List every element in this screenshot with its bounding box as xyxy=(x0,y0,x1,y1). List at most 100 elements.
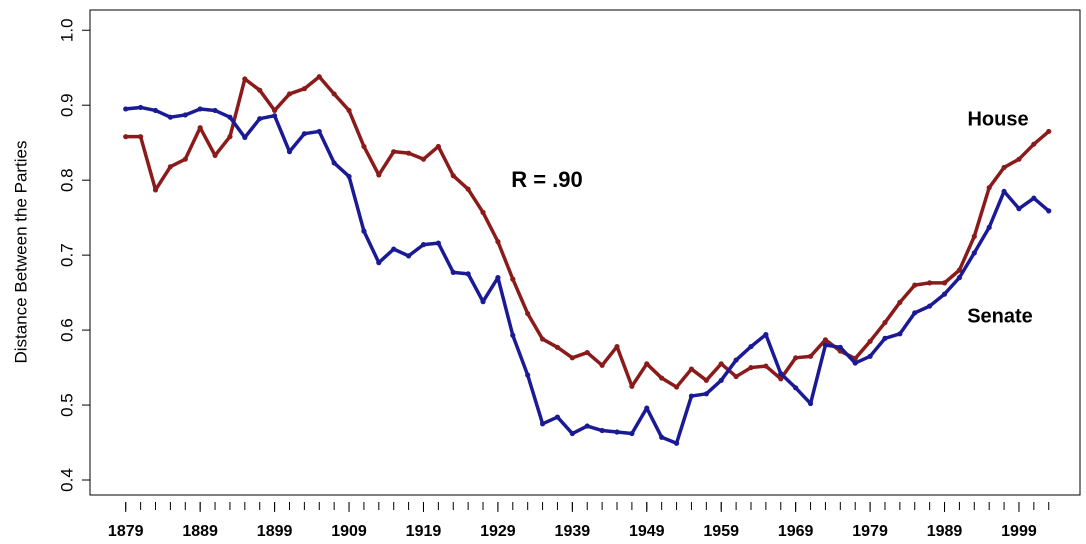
point xyxy=(882,335,888,341)
x-tick-label: 1939 xyxy=(555,523,591,540)
point xyxy=(435,240,441,246)
point xyxy=(748,364,754,371)
point xyxy=(391,149,397,155)
point xyxy=(272,107,278,114)
point xyxy=(391,246,397,252)
point xyxy=(138,104,144,111)
point xyxy=(569,430,575,437)
x-tick-label: 1929 xyxy=(480,523,516,540)
point xyxy=(793,355,799,361)
point xyxy=(331,160,337,166)
point xyxy=(1001,188,1007,195)
annotation: R = .90 xyxy=(511,167,583,192)
series-label: Senate xyxy=(967,305,1033,327)
point xyxy=(450,173,456,179)
point xyxy=(793,385,799,391)
point xyxy=(197,125,203,131)
point xyxy=(644,405,650,411)
point xyxy=(659,375,665,381)
point xyxy=(703,377,709,383)
point xyxy=(525,310,531,317)
point xyxy=(465,186,471,192)
point xyxy=(971,233,977,239)
point xyxy=(123,134,129,140)
point xyxy=(420,156,427,162)
point xyxy=(480,209,486,215)
plot-frame xyxy=(89,9,1081,496)
point xyxy=(331,91,337,97)
point xyxy=(763,331,769,338)
point xyxy=(138,134,144,140)
point xyxy=(539,421,546,427)
point xyxy=(1046,208,1052,214)
point xyxy=(927,280,933,286)
point xyxy=(986,185,992,191)
point xyxy=(465,271,471,277)
y-axis-label: Distance Between the Parties xyxy=(11,140,30,363)
y-tick-label: 0.9 xyxy=(57,93,76,117)
point xyxy=(599,362,605,368)
point xyxy=(897,299,903,305)
point xyxy=(316,74,322,80)
x-tick-label: 1879 xyxy=(108,523,144,540)
point xyxy=(510,276,516,282)
point xyxy=(525,372,531,378)
point xyxy=(822,337,829,343)
y-tick-label: 0.7 xyxy=(57,243,76,267)
point xyxy=(748,343,754,350)
point xyxy=(539,336,546,342)
y-tick-label: 0.5 xyxy=(57,393,76,417)
x-tick-label: 1989 xyxy=(927,523,963,540)
point xyxy=(316,128,322,135)
point xyxy=(227,114,233,120)
x-tick-label: 1899 xyxy=(257,523,293,540)
point xyxy=(286,91,293,97)
x-tick-label: 1969 xyxy=(778,523,814,540)
point xyxy=(167,114,173,120)
point xyxy=(882,319,888,326)
point xyxy=(956,267,963,273)
point xyxy=(941,280,948,286)
point xyxy=(1031,195,1037,201)
point xyxy=(152,107,159,114)
point xyxy=(450,269,456,275)
point xyxy=(212,152,218,159)
x-tick-label: 1919 xyxy=(406,523,442,540)
point xyxy=(718,377,724,383)
point xyxy=(941,291,948,297)
y-tick-label: 1.0 xyxy=(57,18,76,42)
point xyxy=(301,86,307,92)
point xyxy=(688,366,695,372)
point xyxy=(1001,164,1007,171)
point xyxy=(763,363,769,369)
series-line xyxy=(125,74,1050,389)
y-tick-label: 0.4 xyxy=(57,468,76,492)
point xyxy=(912,282,918,288)
point xyxy=(376,260,382,266)
point xyxy=(346,173,352,180)
point xyxy=(867,338,873,344)
point xyxy=(242,134,248,141)
point xyxy=(361,228,367,234)
point xyxy=(1016,206,1022,212)
point xyxy=(554,344,561,350)
point xyxy=(986,224,992,230)
point xyxy=(242,76,248,82)
point xyxy=(852,360,858,366)
point xyxy=(1016,156,1022,162)
point xyxy=(197,106,203,112)
point xyxy=(703,391,709,397)
point xyxy=(718,361,724,367)
point xyxy=(629,430,635,437)
x-tick-label: 1999 xyxy=(1001,523,1037,540)
point xyxy=(495,239,501,245)
point xyxy=(778,376,784,382)
point xyxy=(688,393,695,399)
point xyxy=(837,344,843,350)
y-tick-label: 0.8 xyxy=(57,168,76,192)
x-tick-label: 1949 xyxy=(629,523,665,540)
point xyxy=(778,370,784,377)
point xyxy=(301,131,307,137)
point xyxy=(807,353,814,359)
